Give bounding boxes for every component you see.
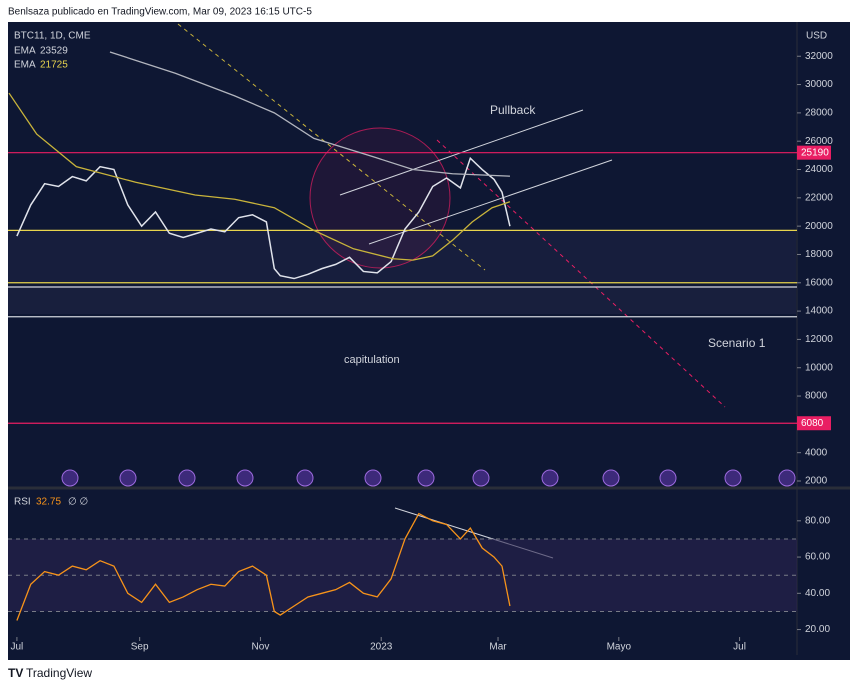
y-tick-label: 22000 — [805, 192, 833, 203]
rsi-extra: ∅ ∅ — [68, 497, 88, 508]
event-icon — [296, 469, 314, 487]
x-tick-label: Jul — [11, 642, 24, 653]
level-label: 25190 — [801, 147, 829, 158]
y-tick-label: 30000 — [805, 79, 833, 90]
y-tick-label: 24000 — [805, 164, 833, 175]
annotation: Pullback — [490, 103, 536, 117]
circle-drawing — [309, 127, 451, 269]
y-tick-label: 14000 — [805, 306, 833, 317]
y-tick-label: 40.00 — [805, 588, 830, 599]
legend-ema: EMA — [14, 60, 36, 71]
x-tick-label: Nov — [252, 642, 270, 653]
y-tick-label: 28000 — [805, 108, 833, 119]
event-icon — [778, 469, 796, 487]
rsi-value: 32.75 — [36, 497, 61, 508]
series-line — [109, 51, 510, 177]
level-tag — [797, 145, 831, 160]
legend-ema-value: 23529 — [40, 46, 68, 57]
zone — [8, 230, 796, 282]
trendline — [177, 23, 486, 271]
y-tick-label: 32000 — [805, 51, 833, 62]
event-icon — [602, 469, 620, 487]
event-icon — [236, 469, 254, 487]
y-tick-label: 60.00 — [805, 552, 830, 563]
event-icon — [61, 469, 79, 487]
y-tick-label: 4000 — [805, 447, 828, 458]
y-tick-label: 16000 — [805, 277, 833, 288]
axis-unit: USD — [806, 31, 827, 42]
event-icon — [417, 469, 435, 487]
event-icons — [61, 469, 796, 487]
annotation: Scenario 1 — [708, 336, 766, 350]
legend-ema: EMA — [14, 46, 36, 57]
event-icon — [724, 469, 742, 487]
y-tick-label: 26000 — [805, 136, 833, 147]
zone — [8, 286, 796, 314]
series-line — [8, 92, 511, 261]
y-tick-label: 18000 — [805, 249, 833, 260]
y-tick-label: 2000 — [805, 476, 828, 487]
x-tick-label: Mar — [489, 642, 507, 653]
legend-ema-value: 21725 — [40, 60, 68, 71]
event-icon — [659, 469, 677, 487]
y-tick-label: 80.00 — [805, 515, 830, 526]
x-tick-label: Jul — [733, 642, 746, 653]
rsi-title: RSI — [14, 497, 31, 508]
y-tick-label: 20.00 — [805, 624, 830, 635]
level-label: 6080 — [801, 418, 824, 429]
y-tick-label: 20000 — [805, 221, 833, 232]
event-icon — [178, 469, 196, 487]
header: Benlsaza publicado en TradingView.com, M… — [8, 7, 312, 18]
y-tick-label: 12000 — [805, 334, 833, 345]
event-icon — [472, 469, 490, 487]
level-tag — [797, 416, 831, 431]
y-tick-label: 8000 — [805, 391, 828, 402]
series-line — [16, 156, 511, 280]
logo: TV — [8, 666, 23, 680]
trendline — [436, 139, 726, 408]
event-icon — [364, 469, 382, 487]
series-line — [16, 512, 511, 621]
event-icon — [541, 469, 559, 487]
footer: TradingView — [26, 666, 92, 680]
annotation: capitulation — [344, 354, 400, 366]
x-tick-label: Mayo — [607, 642, 632, 653]
legend-symbol: BTC11, 1D, CME — [14, 31, 91, 42]
y-tick-label: 10000 — [805, 362, 833, 373]
x-tick-label: 2023 — [370, 642, 393, 653]
x-tick-label: Sep — [131, 642, 149, 653]
event-icon — [119, 469, 137, 487]
